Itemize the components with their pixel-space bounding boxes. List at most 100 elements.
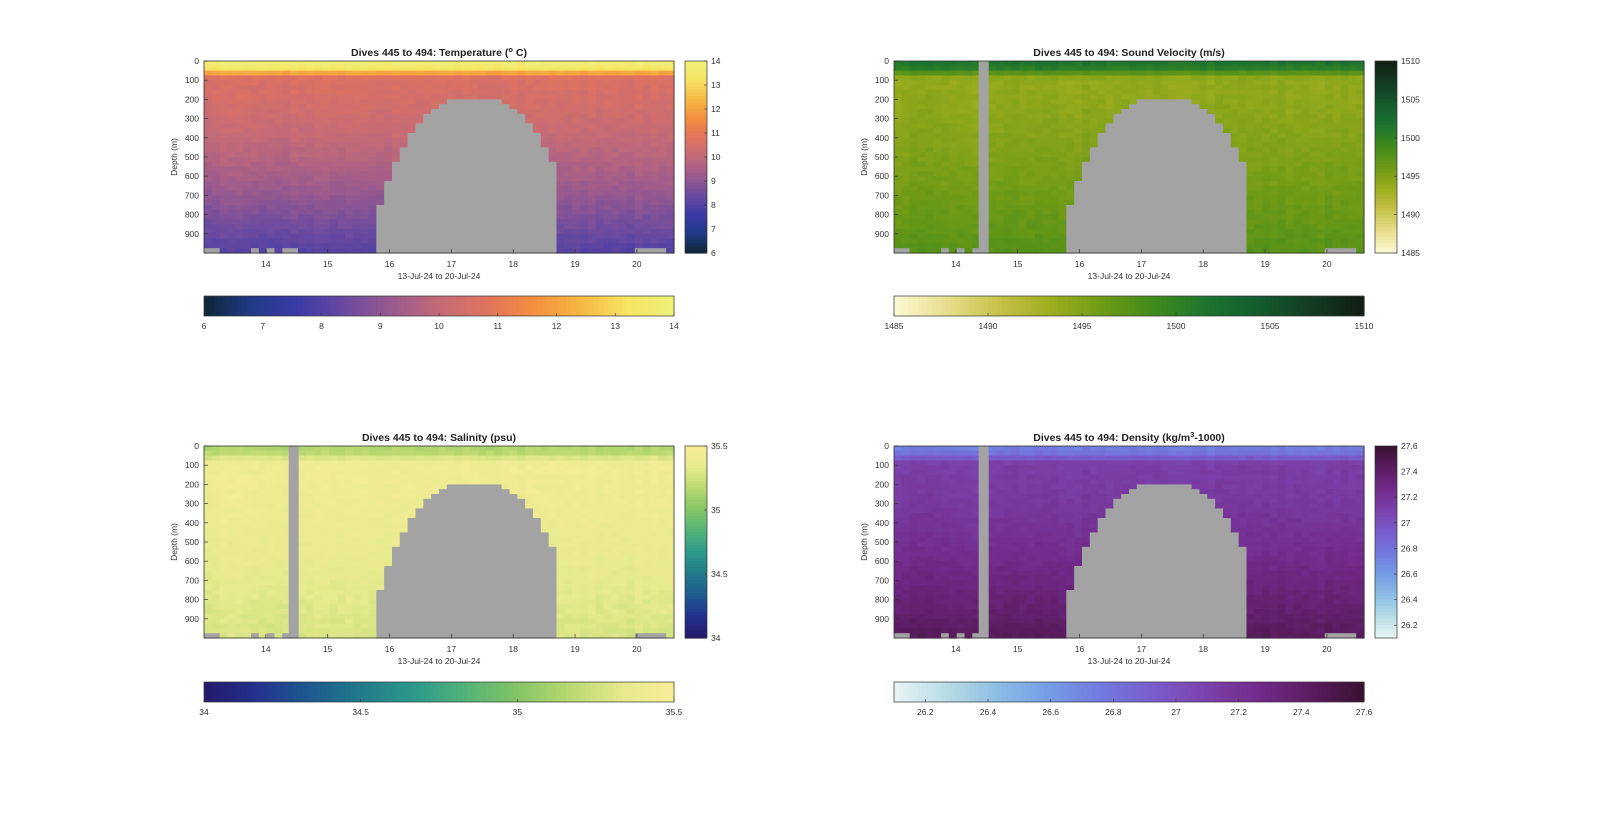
heatmap-cell (1230, 200, 1240, 206)
heatmap-cell (925, 137, 934, 144)
heatmap-cell (972, 133, 981, 139)
heatmap-cell (345, 214, 354, 220)
heatmap-cell (1129, 133, 1138, 139)
heatmap-cell (305, 219, 315, 225)
heatmap-cell (227, 161, 236, 168)
heatmap-cell (627, 243, 636, 249)
heatmap-cell (1215, 104, 1224, 110)
heatmap-cell (572, 94, 581, 100)
heatmap-cell (352, 209, 362, 216)
heatmap-cell (486, 142, 495, 148)
heatmap-cell (1176, 70, 1185, 76)
heatmap-cell (1152, 152, 1161, 158)
heatmap-cell (407, 224, 417, 230)
heatmap-cell (1183, 113, 1193, 120)
heatmap-cell (345, 157, 354, 163)
heatmap-cell (1097, 248, 1107, 254)
heatmap-cell (1074, 205, 1083, 211)
heatmap-cell (901, 80, 911, 86)
heatmap-cell (1332, 171, 1342, 177)
heatmap-cell (423, 229, 432, 235)
heatmap-cell (1168, 166, 1177, 172)
heatmap-cell (894, 181, 903, 187)
heatmap-cell (486, 85, 495, 91)
heatmap-cell (1262, 147, 1271, 153)
heatmap-cell (368, 65, 377, 72)
heatmap-cell (917, 190, 926, 196)
heatmap-cell (1238, 99, 1248, 105)
heatmap-cell (564, 195, 573, 201)
heatmap-cell (439, 224, 448, 230)
heatmap-cell (392, 205, 401, 211)
heatmap-cell (894, 229, 903, 235)
heatmap-cell (642, 152, 652, 158)
heatmap-cell (423, 142, 432, 148)
heatmap-cell (988, 94, 997, 100)
heatmap-cell (995, 152, 1005, 158)
heatmap-cell (964, 238, 973, 244)
heatmap-cell (345, 75, 354, 81)
heatmap-cell (1332, 85, 1342, 91)
heatmap-cell (1113, 65, 1122, 72)
heatmap-cell (423, 185, 432, 192)
heatmap-cell (1074, 243, 1083, 249)
heatmap-cell (1309, 152, 1318, 158)
heatmap-cell (407, 147, 417, 153)
heatmap-cell (329, 104, 338, 110)
heatmap-cell (1042, 104, 1052, 110)
heatmap-cell (360, 70, 370, 76)
heatmap-cell (321, 157, 330, 163)
heatmap-cell (1348, 89, 1357, 96)
heatmap-cell (595, 209, 605, 216)
heatmap-cell (909, 80, 919, 86)
heatmap-cell (894, 238, 903, 244)
heatmap-cell (329, 195, 338, 201)
heatmap-cell (917, 224, 926, 230)
heatmap-cell (258, 248, 268, 254)
heatmap-cell (1089, 229, 1099, 235)
heatmap-cell (1066, 147, 1075, 153)
heatmap-cell (1230, 243, 1240, 249)
heatmap-cell (956, 243, 966, 249)
heatmap-cell (243, 118, 252, 124)
heatmap-cell (1301, 233, 1310, 240)
heatmap-cell (1066, 61, 1075, 67)
heatmap-cell (235, 205, 244, 211)
heatmap-cell (384, 181, 393, 187)
heatmap-cell (360, 200, 370, 206)
heatmap-cell (1129, 195, 1138, 201)
heatmap-cell (486, 248, 495, 254)
heatmap-cell (611, 142, 620, 148)
heatmap-cell (948, 89, 958, 96)
heatmap-cell (305, 113, 315, 120)
heatmap-cell (1050, 133, 1060, 139)
heatmap-cell (407, 214, 417, 220)
heatmap-cell (345, 152, 354, 158)
heatmap-cell (235, 219, 244, 225)
heatmap-cell (580, 214, 589, 220)
heatmap-cell (517, 209, 526, 216)
heatmap-cell (1340, 238, 1349, 244)
heatmap-cell (493, 118, 503, 124)
heatmap-cell (642, 133, 652, 139)
heatmap-cell (321, 243, 330, 249)
heatmap-cell (1176, 166, 1185, 172)
heatmap-cell (470, 205, 479, 211)
heatmap-cell (1042, 205, 1052, 211)
heatmap-cell (988, 248, 997, 254)
heatmap-cell (972, 109, 981, 115)
heatmap-cell (321, 219, 330, 225)
heatmap-cell (219, 70, 229, 76)
heatmap-cell (399, 161, 409, 168)
heatmap-cell (1144, 195, 1154, 201)
heatmap-cell (298, 209, 307, 216)
heatmap-cell (1301, 190, 1310, 196)
bottom-colorbar-segment (387, 296, 393, 316)
heatmap-cell (1238, 123, 1248, 129)
heatmap-cell (305, 142, 315, 148)
heatmap-cell (1168, 137, 1177, 144)
heatmap-cell (274, 214, 283, 220)
heatmap-cell (933, 137, 942, 144)
heatmap-cell (509, 195, 518, 201)
heatmap-cell (313, 219, 323, 225)
